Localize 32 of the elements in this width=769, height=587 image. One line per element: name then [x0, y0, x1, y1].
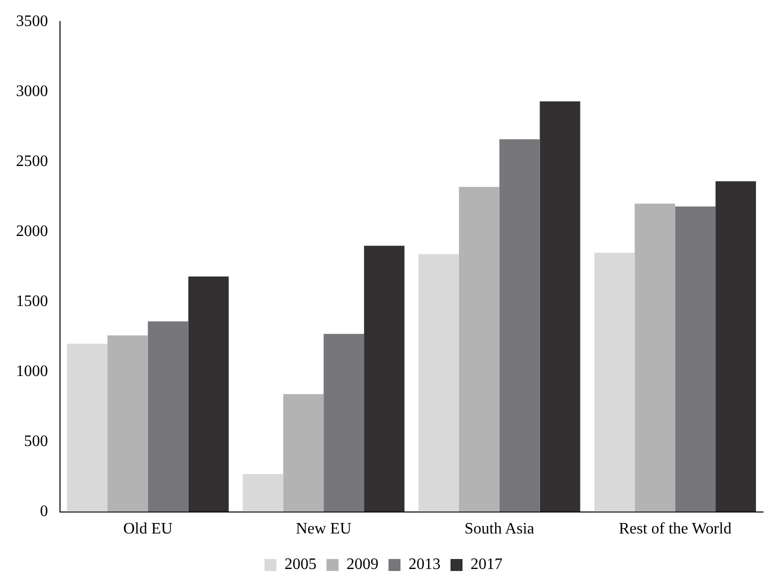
bar	[499, 139, 540, 512]
y-tick-label: 3000	[16, 82, 48, 100]
bar	[364, 246, 404, 512]
x-tick-label: Rest of the World	[618, 520, 732, 538]
bar	[716, 181, 756, 512]
bar	[283, 394, 324, 512]
y-tick-label: 2000	[16, 222, 48, 240]
y-tick-label: 500	[24, 432, 48, 450]
bar	[67, 344, 108, 512]
y-tick-label: 0	[40, 503, 48, 520]
x-tick-label: New EU	[296, 520, 352, 538]
bar	[675, 206, 716, 512]
y-tick-label: 2500	[16, 152, 48, 170]
bar	[148, 321, 188, 512]
legend-label: 2005	[284, 556, 316, 574]
bar	[242, 474, 284, 512]
bar	[594, 252, 635, 512]
legend-label: 2017	[470, 556, 502, 574]
x-tick-label: Old EU	[123, 520, 173, 538]
legend-label: 2009	[346, 556, 378, 574]
bar	[540, 101, 580, 512]
bar	[107, 335, 148, 512]
bar	[188, 276, 229, 512]
y-tick-label: 1500	[16, 292, 48, 310]
bar	[324, 334, 364, 512]
y-tick-label: 3500	[16, 12, 48, 30]
x-tick-label: South Asia	[464, 520, 534, 538]
bar	[634, 204, 676, 512]
legend-label: 2013	[408, 556, 440, 574]
bar	[418, 254, 459, 512]
y-tick-label: 1000	[16, 362, 48, 380]
bar	[458, 186, 500, 512]
